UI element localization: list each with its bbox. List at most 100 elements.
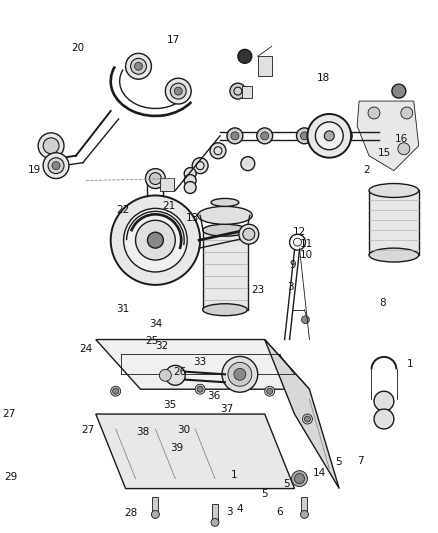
Circle shape (267, 388, 273, 394)
Circle shape (184, 182, 196, 193)
Text: 38: 38 (136, 427, 149, 437)
Circle shape (228, 362, 252, 386)
Bar (212, 504, 218, 522)
Text: 24: 24 (80, 344, 93, 353)
Circle shape (149, 173, 161, 184)
Text: 19: 19 (28, 165, 41, 175)
Circle shape (303, 414, 312, 424)
Ellipse shape (211, 198, 239, 206)
Text: 14: 14 (312, 468, 326, 478)
Text: 5: 5 (283, 479, 290, 489)
Text: 5: 5 (261, 489, 268, 499)
Text: 21: 21 (162, 200, 176, 211)
Text: 27: 27 (3, 409, 16, 419)
Circle shape (113, 388, 119, 394)
Circle shape (300, 511, 308, 519)
Text: 13: 13 (186, 213, 200, 223)
Circle shape (315, 122, 343, 150)
Circle shape (324, 131, 334, 141)
Text: 36: 36 (207, 391, 220, 401)
Circle shape (48, 158, 64, 174)
Circle shape (195, 384, 205, 394)
Circle shape (230, 83, 246, 99)
Text: 20: 20 (71, 43, 84, 53)
Circle shape (135, 220, 175, 260)
Circle shape (222, 357, 258, 392)
Text: 15: 15 (378, 148, 391, 158)
Circle shape (165, 78, 191, 104)
Circle shape (184, 175, 196, 187)
Circle shape (231, 132, 239, 140)
Circle shape (170, 83, 186, 99)
Circle shape (265, 386, 275, 396)
Circle shape (239, 224, 259, 244)
Circle shape (197, 386, 203, 392)
Circle shape (165, 365, 185, 385)
Ellipse shape (203, 304, 247, 316)
Circle shape (234, 368, 246, 380)
Text: 2: 2 (364, 165, 370, 175)
Ellipse shape (198, 206, 252, 224)
Circle shape (374, 409, 394, 429)
Circle shape (124, 208, 187, 272)
Circle shape (134, 62, 142, 70)
Text: 5: 5 (336, 457, 342, 467)
Polygon shape (96, 414, 294, 489)
Bar (369, 190, 419, 255)
Polygon shape (357, 101, 419, 171)
Text: 39: 39 (170, 443, 183, 453)
Circle shape (43, 138, 59, 154)
Circle shape (304, 416, 311, 422)
Circle shape (392, 84, 406, 98)
Text: 27: 27 (81, 425, 94, 434)
Ellipse shape (203, 224, 247, 236)
Bar (203, 230, 248, 310)
Circle shape (368, 107, 380, 119)
Circle shape (184, 168, 196, 180)
Text: 11: 11 (300, 239, 313, 249)
Circle shape (257, 128, 273, 144)
Bar (301, 497, 307, 514)
Text: 25: 25 (145, 336, 158, 345)
Text: 23: 23 (251, 285, 265, 295)
Circle shape (398, 143, 410, 155)
Circle shape (211, 519, 219, 527)
Text: 33: 33 (193, 357, 206, 367)
Polygon shape (96, 340, 309, 389)
Circle shape (210, 143, 226, 159)
Text: 8: 8 (379, 297, 385, 308)
Text: 16: 16 (395, 134, 408, 144)
Circle shape (401, 107, 413, 119)
Text: 26: 26 (173, 367, 187, 377)
Text: 35: 35 (164, 400, 177, 410)
Circle shape (43, 153, 69, 179)
Text: 9: 9 (290, 261, 296, 270)
Text: 30: 30 (177, 425, 190, 434)
Ellipse shape (369, 248, 419, 262)
Circle shape (297, 128, 312, 144)
Circle shape (131, 58, 146, 74)
Text: 18: 18 (317, 74, 330, 84)
Circle shape (241, 157, 255, 171)
Text: 10: 10 (300, 250, 313, 260)
Bar (258, 56, 272, 76)
Circle shape (174, 87, 182, 95)
Circle shape (300, 132, 308, 140)
Text: 3: 3 (226, 507, 233, 516)
Circle shape (294, 474, 304, 483)
Circle shape (192, 158, 208, 174)
Circle shape (374, 391, 394, 411)
Circle shape (336, 128, 352, 144)
Circle shape (227, 128, 243, 144)
Text: 28: 28 (124, 508, 138, 518)
Text: 32: 32 (155, 341, 168, 351)
Bar (160, 177, 174, 191)
Text: 29: 29 (4, 472, 18, 482)
Text: 34: 34 (149, 319, 162, 329)
Text: 12: 12 (293, 227, 306, 237)
Bar (152, 497, 159, 514)
Circle shape (340, 132, 348, 140)
Circle shape (111, 196, 200, 285)
Circle shape (126, 53, 152, 79)
Circle shape (159, 369, 171, 381)
